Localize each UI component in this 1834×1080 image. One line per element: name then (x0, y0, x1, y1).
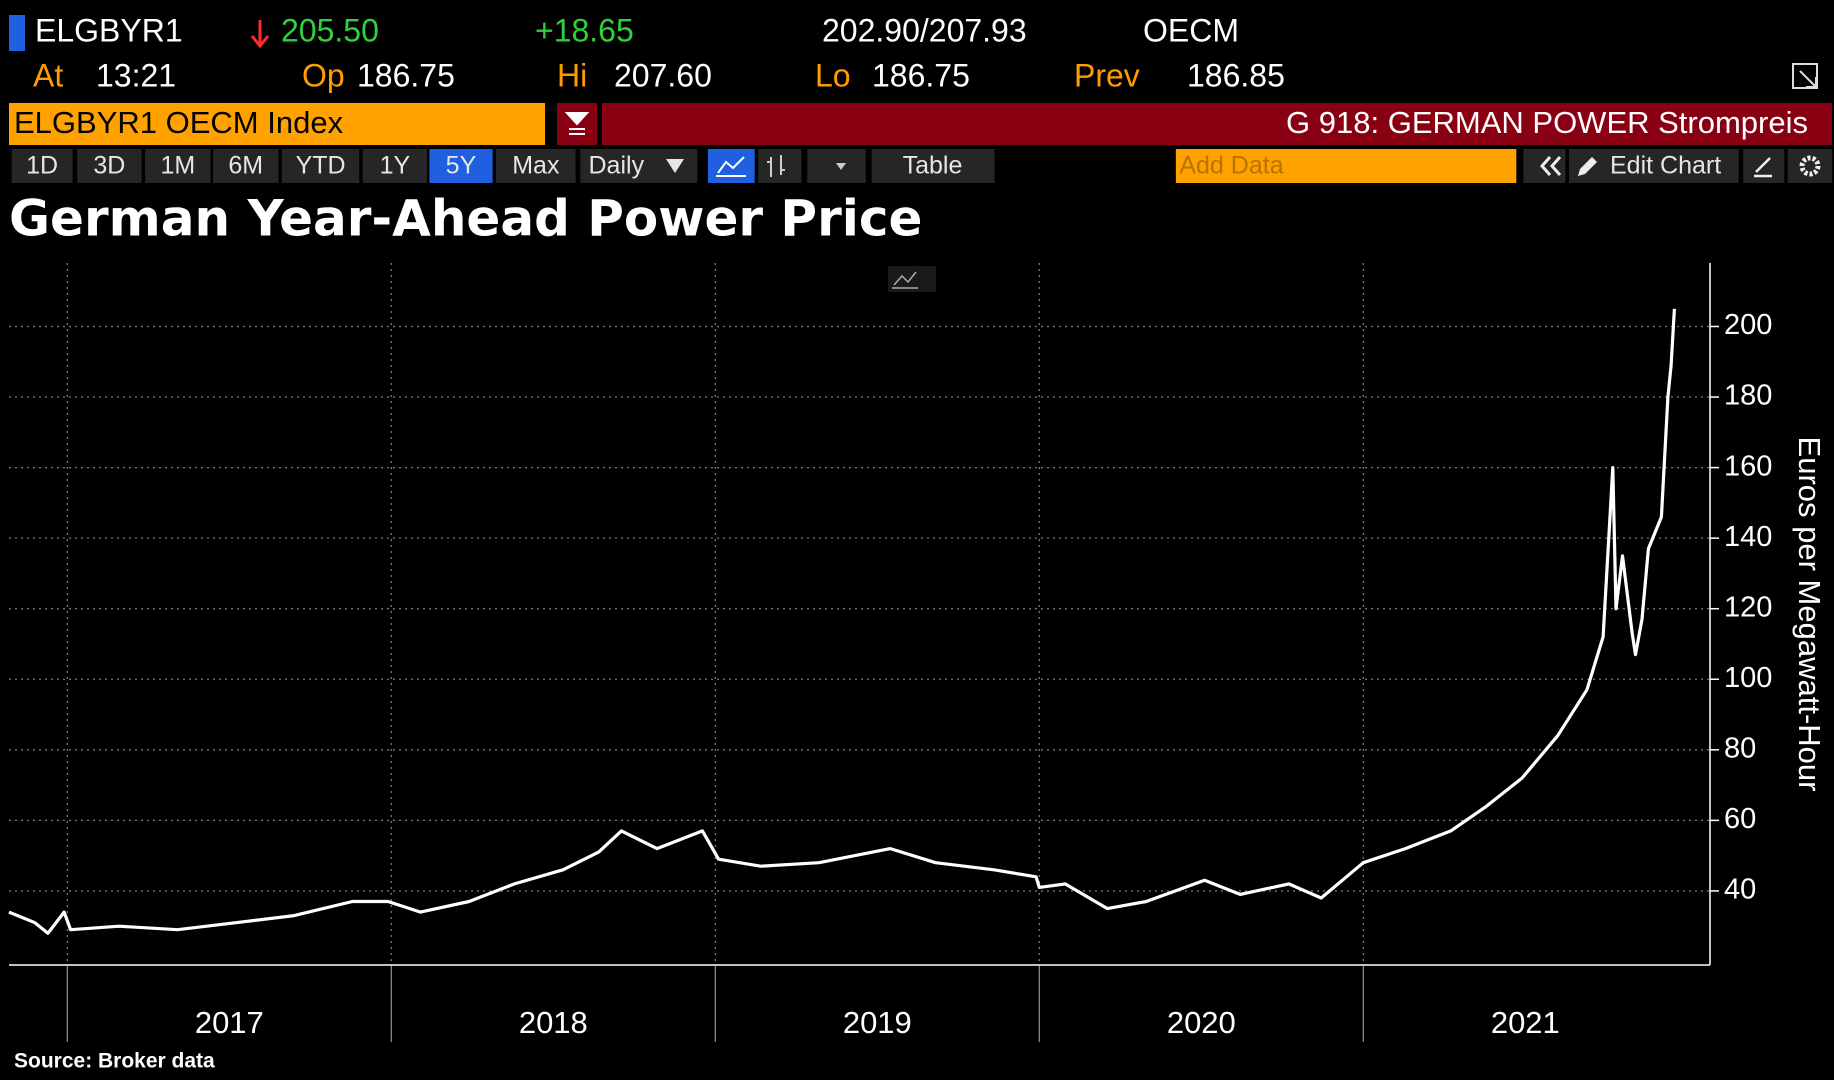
pencil-icon (1578, 157, 1597, 176)
y-tick-label: 120 (1724, 591, 1772, 623)
price-line (8, 308, 1676, 935)
x-tick-label: 2020 (1167, 1005, 1236, 1040)
y-tick-label: 80 (1724, 732, 1756, 764)
range-label: 1Y (380, 152, 411, 180)
y-tick-label: 40 (1724, 874, 1756, 906)
y-tick-label: 160 (1724, 450, 1772, 482)
y-tick-label: 200 (1724, 309, 1772, 341)
menu-arrow (836, 163, 846, 170)
source: Source: Broker data (14, 1050, 215, 1073)
page-name: G 918: GERMAN POWER Strompreis (1286, 105, 1808, 140)
collapse-button[interactable] (1523, 149, 1566, 183)
y-tick-label: 100 (1724, 662, 1772, 694)
range-button[interactable] (145, 149, 211, 183)
y-tick-label: 180 (1724, 380, 1772, 412)
range-label: 5Y (446, 152, 477, 180)
range-button[interactable] (77, 149, 142, 183)
range-button[interactable] (429, 149, 493, 183)
open: 186.75 (357, 57, 455, 93)
bar-chart-button[interactable] (758, 149, 802, 183)
range-label: YTD (296, 152, 346, 180)
x-tick-label: 2017 (195, 1005, 264, 1040)
y-tick-label: 140 (1724, 521, 1772, 553)
range-label: 1M (160, 152, 195, 180)
range-button[interactable] (212, 149, 279, 183)
annotate-button[interactable] (1743, 149, 1785, 183)
change: +18.65 (535, 12, 634, 48)
chart-title: German Year-Ahead Power Price (9, 190, 922, 248)
chart-menu-button[interactable] (807, 149, 866, 183)
collapse-icon (1539, 156, 1562, 176)
annotate-icon (1754, 157, 1772, 178)
range-button[interactable] (496, 149, 576, 183)
add-data-placeholder: Add Data (1179, 152, 1283, 180)
range-label: 3D (93, 152, 125, 180)
icon-glyph (892, 271, 918, 289)
settings-button[interactable] (1787, 149, 1833, 183)
menu-icon (564, 112, 590, 135)
popout-box (1792, 63, 1818, 89)
line-icon (716, 156, 746, 177)
last-price: 205.50 (281, 12, 379, 48)
y-tick-label: 60 (1724, 803, 1756, 835)
dropdown-arrow (666, 159, 684, 173)
table-label: Table (903, 152, 963, 180)
ticker-marker (9, 15, 25, 51)
x-tick-label: 2021 (1491, 1005, 1560, 1040)
popout-arrow (1799, 70, 1817, 88)
range-label: Max (512, 152, 560, 180)
range-button[interactable] (281, 149, 360, 183)
settings-icon (1799, 155, 1821, 177)
edit-chart-button[interactable] (1568, 149, 1739, 183)
bar-icon (767, 155, 785, 177)
open-label: Op (302, 57, 345, 93)
toolbar: 1D 3D 1M 6M YTD 1Y 5Y Max Daily Table Add Data Edit… (11, 149, 1833, 183)
time: 13:21 (96, 57, 176, 93)
frequency-label: Daily (589, 152, 645, 180)
high: 207.60 (614, 57, 712, 93)
range-button[interactable] (362, 149, 428, 183)
bid-ask: 202.90/207.93 (822, 12, 1027, 48)
chart-type-icon[interactable] (888, 266, 936, 292)
high-label: Hi (557, 57, 587, 93)
popout-icon[interactable] (1792, 63, 1818, 89)
x-tick-label: 2019 (843, 1005, 912, 1040)
prev-label: Prev (1074, 57, 1140, 93)
add-data-field[interactable] (1175, 149, 1517, 183)
x-tick-label: 2018 (519, 1005, 588, 1040)
page-bar (602, 103, 1832, 145)
ticker: ELGBYR1 (35, 12, 183, 48)
low-label: Lo (815, 57, 851, 93)
edit-chart-label: Edit Chart (1610, 152, 1721, 180)
low: 186.75 (872, 57, 970, 93)
range-button[interactable] (11, 149, 73, 183)
time-label: At (33, 57, 63, 93)
range-label: 6M (228, 152, 263, 180)
plot-area: 40 60 80 100 120 140 160 180 200 2017 2018 2019 2020… (8, 263, 1772, 1042)
table-button[interactable] (871, 149, 995, 183)
exchange: OECM (1143, 12, 1239, 48)
prev: 186.85 (1187, 57, 1285, 93)
range-label: 1D (26, 152, 58, 180)
y-axis-label: Euros per Megawatt-Hour (1792, 437, 1827, 792)
security-name: ELGBYR1 OECM Index (14, 105, 344, 140)
down-arrow (250, 20, 270, 49)
security-field[interactable] (9, 103, 545, 145)
